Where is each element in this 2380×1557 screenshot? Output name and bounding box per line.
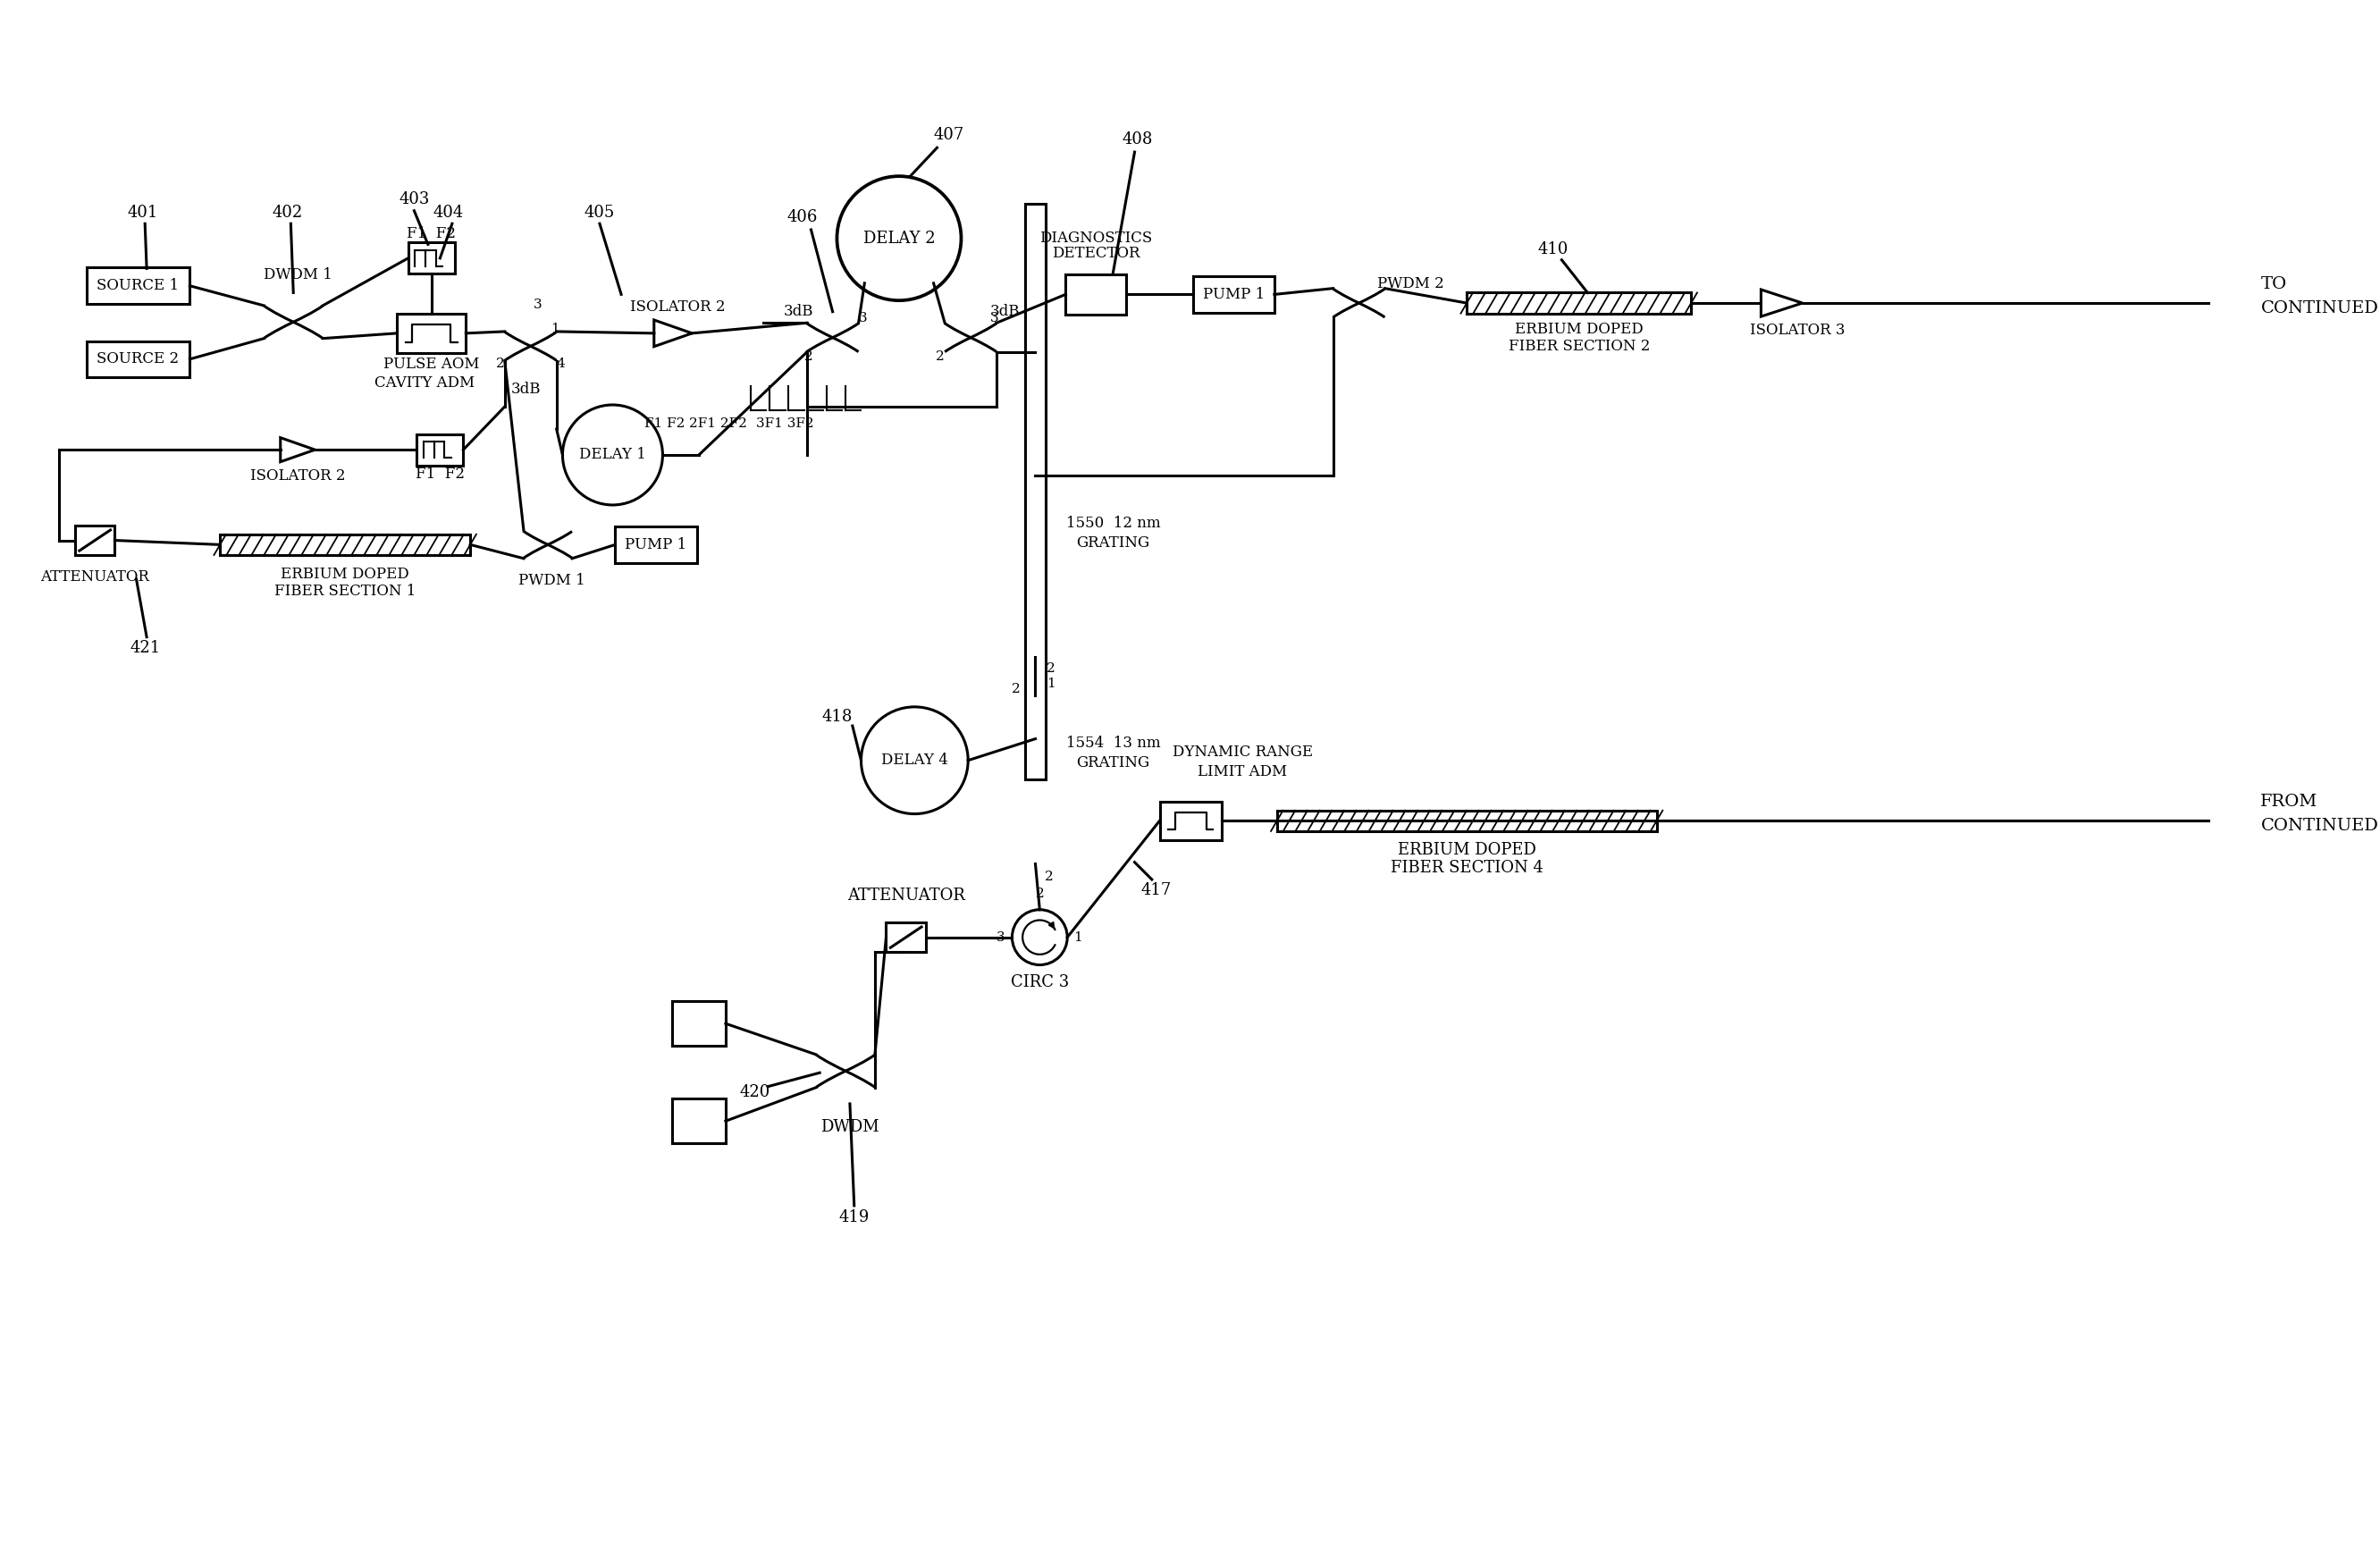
Text: GRATING: GRATING (1076, 536, 1150, 551)
Text: 1554  13 nm: 1554 13 nm (1066, 735, 1159, 750)
Text: DETECTOR: DETECTOR (1052, 246, 1140, 260)
Text: DWDM: DWDM (821, 1119, 878, 1135)
Text: F1  F2: F1 F2 (416, 466, 464, 481)
Text: FIBER SECTION 4: FIBER SECTION 4 (1390, 859, 1542, 877)
Text: PWDM 1: PWDM 1 (519, 573, 585, 589)
Text: 1: 1 (1073, 931, 1083, 944)
Text: DWDM 1: DWDM 1 (264, 266, 333, 282)
Bar (1026, 204, 1045, 780)
Text: ERBIUM DOPED: ERBIUM DOPED (1397, 842, 1535, 858)
Text: 410: 410 (1537, 241, 1568, 257)
Circle shape (862, 707, 969, 814)
Bar (671, 1001, 726, 1046)
Bar (86, 268, 190, 304)
Text: DELAY 2: DELAY 2 (864, 230, 935, 246)
Text: DELAY 4: DELAY 4 (881, 752, 947, 768)
Text: 3dB: 3dB (783, 304, 814, 319)
Text: 407: 407 (933, 126, 964, 143)
Text: 2: 2 (1047, 663, 1054, 676)
Text: ISOLATOR 2: ISOLATOR 2 (250, 469, 345, 483)
Text: 1550  12 nm: 1550 12 nm (1066, 515, 1159, 531)
Text: 2: 2 (1011, 682, 1021, 694)
Text: PWDM 2: PWDM 2 (1378, 277, 1445, 291)
Text: 408: 408 (1121, 131, 1152, 148)
Text: 3: 3 (859, 313, 866, 325)
Text: 3: 3 (990, 313, 1000, 325)
Text: 3dB: 3dB (512, 381, 540, 397)
Bar (76, 526, 114, 554)
Text: 4: 4 (557, 357, 564, 369)
Text: ERBIUM DOPED: ERBIUM DOPED (281, 567, 409, 582)
Circle shape (838, 176, 962, 301)
Circle shape (562, 405, 662, 504)
Text: 404: 404 (433, 204, 464, 221)
Text: F1  F2: F1 F2 (407, 226, 457, 241)
Text: DELAY 1: DELAY 1 (578, 447, 645, 462)
Bar (407, 243, 455, 274)
Text: FIBER SECTION 2: FIBER SECTION 2 (1509, 338, 1649, 353)
Circle shape (1011, 909, 1066, 965)
Text: 2: 2 (1035, 887, 1045, 900)
Text: ATTENUATOR: ATTENUATOR (847, 887, 964, 905)
Text: CIRC 3: CIRC 3 (1011, 975, 1069, 990)
Text: 2: 2 (935, 350, 945, 363)
Bar (416, 434, 464, 466)
Text: 2: 2 (804, 350, 814, 363)
Text: FROM: FROM (2261, 794, 2318, 810)
Bar (1066, 274, 1126, 315)
Text: CONTINUED: CONTINUED (2261, 817, 2378, 835)
Bar (86, 341, 190, 377)
Bar (671, 1099, 726, 1143)
Text: ISOLATOR 2: ISOLATOR 2 (631, 301, 726, 315)
Text: PULSE AOM: PULSE AOM (383, 357, 478, 372)
Text: PUMP 1: PUMP 1 (626, 537, 688, 553)
Text: 3F1 3F2: 3F1 3F2 (757, 417, 814, 430)
Text: 420: 420 (740, 1085, 771, 1101)
Text: ISOLATOR 3: ISOLATOR 3 (1749, 322, 1845, 338)
Text: 2: 2 (1045, 870, 1054, 883)
Bar (219, 534, 471, 554)
Bar (1192, 276, 1276, 313)
Text: CONTINUED: CONTINUED (2261, 301, 2378, 316)
Text: CAVITY ADM: CAVITY ADM (374, 375, 474, 391)
Text: FIBER SECTION 1: FIBER SECTION 1 (274, 584, 416, 599)
Text: 406: 406 (788, 209, 819, 224)
Text: DYNAMIC RANGE: DYNAMIC RANGE (1173, 744, 1314, 760)
Text: PUMP 1: PUMP 1 (1202, 286, 1264, 302)
Text: 418: 418 (821, 708, 852, 726)
Text: 3: 3 (997, 931, 1004, 944)
Bar (614, 526, 697, 562)
Text: 419: 419 (838, 1210, 869, 1225)
Bar (1026, 216, 1045, 567)
Text: TO: TO (2261, 276, 2287, 293)
Text: 403: 403 (400, 192, 428, 207)
Text: 1: 1 (1047, 677, 1054, 690)
Text: 401: 401 (126, 204, 157, 221)
Text: GRATING: GRATING (1076, 755, 1150, 771)
Text: 421: 421 (129, 640, 159, 655)
Bar (1159, 802, 1221, 839)
Text: F1 F2: F1 F2 (645, 417, 685, 430)
Text: SOURCE 1: SOURCE 1 (98, 279, 178, 293)
Text: 402: 402 (271, 204, 302, 221)
Text: 3dB: 3dB (990, 304, 1021, 319)
Bar (1278, 811, 1656, 831)
Text: 2: 2 (495, 357, 505, 369)
Text: SOURCE 2: SOURCE 2 (98, 352, 178, 367)
Text: 405: 405 (585, 204, 614, 221)
Bar (1466, 293, 1692, 313)
Text: 417: 417 (1140, 881, 1171, 898)
Bar (885, 923, 926, 951)
Bar (397, 313, 466, 353)
Text: 3: 3 (533, 299, 543, 311)
Text: 2F1 2F2: 2F1 2F2 (688, 417, 747, 430)
Text: LIMIT ADM: LIMIT ADM (1197, 764, 1288, 778)
Text: DIAGNOSTICS: DIAGNOSTICS (1040, 230, 1152, 246)
Text: ERBIUM DOPED: ERBIUM DOPED (1514, 321, 1642, 336)
Text: ATTENUATOR: ATTENUATOR (40, 568, 150, 584)
Text: 1: 1 (550, 322, 559, 335)
